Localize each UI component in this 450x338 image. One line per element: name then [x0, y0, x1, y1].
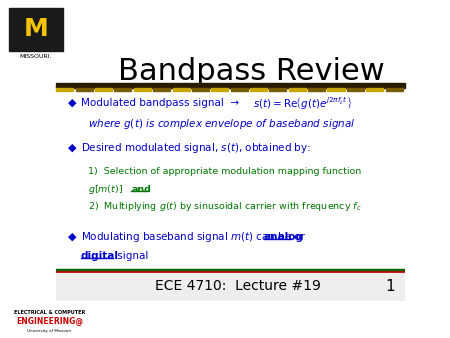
Bar — [328, 88, 345, 91]
Bar — [347, 88, 364, 91]
Bar — [366, 88, 383, 91]
Text: and: and — [131, 185, 151, 194]
Bar — [76, 88, 93, 91]
Text: MISSOURI.: MISSOURI. — [20, 54, 52, 59]
Text: Desired modulated signal, $s(t)$, obtained by:: Desired modulated signal, $s(t)$, obtain… — [81, 141, 310, 155]
Text: $s(t)=\mathrm{Re}\!\left\{g(t)e^{j2\pi f_c t}\right\}$: $s(t)=\mathrm{Re}\!\left\{g(t)e^{j2\pi f… — [253, 95, 353, 111]
Text: ◆: ◆ — [68, 143, 76, 153]
Text: $g[m(t)]$: $g[m(t)]$ — [88, 183, 123, 196]
Text: University of Missouri: University of Missouri — [27, 329, 72, 333]
Text: where $g(t)$ is complex envelope of baseband signal: where $g(t)$ is complex envelope of base… — [88, 117, 355, 131]
Bar — [134, 88, 151, 91]
Text: digital: digital — [81, 251, 119, 261]
Bar — [114, 88, 131, 91]
Text: ◆: ◆ — [68, 232, 76, 242]
Bar — [211, 88, 228, 91]
Text: ENGINEERING@: ENGINEERING@ — [16, 317, 83, 326]
Bar — [56, 272, 405, 301]
Text: 1: 1 — [385, 279, 395, 294]
Bar — [289, 88, 306, 91]
Bar — [95, 88, 112, 91]
Text: Bandpass Review: Bandpass Review — [118, 57, 385, 87]
Text: analog: analog — [264, 232, 304, 242]
Bar — [270, 88, 287, 91]
Text: Modulated bandpass signal  →: Modulated bandpass signal → — [81, 98, 245, 108]
Bar — [386, 88, 403, 91]
Bar — [56, 83, 405, 88]
Bar — [172, 88, 189, 91]
Text: 2)  Multiplying $g(t)$ by sinusoidal carrier with frequency $f_c$: 2) Multiplying $g(t)$ by sinusoidal carr… — [88, 200, 361, 213]
Bar — [230, 88, 248, 91]
Text: or: or — [291, 232, 305, 242]
Bar — [308, 88, 325, 91]
Text: ELECTRICAL & COMPUTER: ELECTRICAL & COMPUTER — [14, 310, 85, 315]
Bar — [153, 88, 170, 91]
Text: Modulating baseband signal $m(t)$ can be: Modulating baseband signal $m(t)$ can be — [81, 230, 292, 244]
Text: M: M — [23, 17, 49, 41]
Text: 1)  Selection of appropriate modulation mapping function: 1) Selection of appropriate modulation m… — [88, 167, 361, 176]
Text: ◆: ◆ — [68, 98, 76, 108]
Text: signal: signal — [114, 251, 148, 261]
Bar — [192, 88, 209, 91]
Bar — [56, 88, 73, 91]
Bar — [250, 88, 267, 91]
Text: ECE 4710:  Lecture #19: ECE 4710: Lecture #19 — [155, 279, 320, 293]
Bar — [9, 8, 63, 51]
